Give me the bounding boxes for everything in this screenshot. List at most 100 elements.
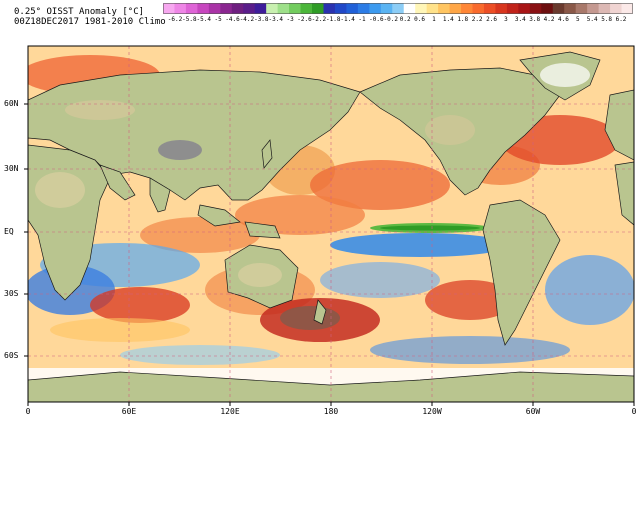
colorbar-swatch xyxy=(506,3,519,14)
longitude-label: 60W xyxy=(525,407,541,416)
map-subtitle: 00Z18DEC2017 1981-2010 Climo xyxy=(14,17,166,27)
colorbar-label: -2.2 xyxy=(311,16,327,23)
colorbar-label: -1 xyxy=(358,16,366,23)
colorbar-label: -4.6 xyxy=(225,16,240,23)
colorbar-swatch xyxy=(598,3,611,14)
longitude-label: 0 xyxy=(25,407,31,416)
colorbar-label: 3.4 xyxy=(514,16,526,23)
colorbar-swatch xyxy=(529,3,542,14)
colorbar-label: -5 xyxy=(214,16,222,23)
colorbar-swatch xyxy=(266,3,279,14)
colorbar-swatch xyxy=(449,3,462,14)
colorbar-swatch xyxy=(208,3,221,14)
latitude-label: 30S xyxy=(4,289,19,298)
terrain-shading xyxy=(35,63,590,287)
colorbar-label: -5.4 xyxy=(196,16,211,23)
europe-east-edge xyxy=(604,89,634,161)
colorbar-swatch xyxy=(174,3,187,14)
colorbar-label: -3.4 xyxy=(268,16,283,23)
colorbar-label: -2.6 xyxy=(297,16,312,23)
latitude-label: 30N xyxy=(4,164,19,173)
colorbar-label: 2.2 xyxy=(471,16,483,23)
colorbar-swatch xyxy=(438,3,451,14)
colorbar-swatch xyxy=(185,3,198,14)
latitude-label: 60S xyxy=(4,351,19,360)
colorbar-label: 0.6 xyxy=(414,16,425,23)
map-gridlines xyxy=(28,46,634,402)
colorbar-label: -3.8 xyxy=(254,16,269,23)
colorbar-swatch xyxy=(610,3,623,14)
latitude-label: 60N xyxy=(4,99,19,108)
colorbar-swatch xyxy=(380,3,393,14)
longitude-label: 60E xyxy=(121,407,137,416)
colorbar-swatch xyxy=(495,3,508,14)
colorbar-swatch xyxy=(163,3,175,14)
map-title: 0.25° OISST Anomaly [°C] xyxy=(14,7,145,17)
colorbar-swatch xyxy=(277,3,290,14)
indonesia xyxy=(197,204,241,227)
colorbar-label: 0.2 xyxy=(399,16,411,23)
arabia xyxy=(99,164,136,201)
longitude-label: 180 xyxy=(323,407,339,416)
colorbar-label: 1 xyxy=(432,16,436,23)
colorbar-swatch xyxy=(518,3,531,14)
colorbar-label: 3 xyxy=(504,16,508,23)
color-scale-labels: -6.2 -5.8 -5.4 -5 -4.6 -4.2 -3.8 -3.4 -3 -2.6 -2.2… xyxy=(163,16,633,26)
africa-east-edge xyxy=(614,161,634,226)
longitude-label: 0 xyxy=(631,407,637,416)
colorbar-label: 4.6 xyxy=(558,16,569,23)
colorbar-swatch xyxy=(403,3,416,14)
color-scale-bar xyxy=(163,3,633,14)
antarctica xyxy=(28,371,634,402)
longitude-label: 120W xyxy=(422,407,442,416)
colorbar-swatch xyxy=(541,3,554,14)
colorbar-swatch xyxy=(461,3,474,14)
colorbar-label: 5.4 xyxy=(586,16,598,23)
colorbar-label: -0.2 xyxy=(383,16,399,23)
colorbar-label: -6.2 xyxy=(167,16,183,23)
colorbar-label: -4.2 xyxy=(239,16,255,23)
colorbar-swatch xyxy=(289,3,302,14)
colorbar-swatch xyxy=(243,3,256,14)
japan xyxy=(261,139,273,169)
colorbar-label: 1.4 xyxy=(442,16,454,23)
latitude-label: EQ xyxy=(4,227,14,236)
colorbar-swatch xyxy=(415,3,428,14)
colorbar-swatch xyxy=(220,3,233,14)
longitude-label: 120E xyxy=(220,407,240,416)
colorbar-swatch xyxy=(323,3,336,14)
colorbar-swatch xyxy=(483,3,496,14)
colorbar-swatch xyxy=(621,3,633,14)
colorbar-swatch xyxy=(575,3,588,14)
colorbar-swatch xyxy=(197,3,210,14)
colorbar-swatch xyxy=(392,3,405,14)
south-america xyxy=(482,199,561,346)
colorbar-swatch xyxy=(472,3,485,14)
new-zealand xyxy=(313,299,327,325)
colorbar-swatch xyxy=(552,3,565,14)
colorbar-swatch xyxy=(300,3,313,14)
colorbar-label: -1.8 xyxy=(326,16,341,23)
colorbar-label: -3 xyxy=(286,16,294,23)
colorbar-label: 5.8 xyxy=(601,16,613,23)
colorbar-swatch xyxy=(426,3,439,14)
colorbar-swatch xyxy=(231,3,244,14)
colorbar-label: 4.2 xyxy=(543,16,555,23)
colorbar-swatch xyxy=(369,3,382,14)
colorbar-label: -5.8 xyxy=(182,16,197,23)
colorbar-swatch xyxy=(334,3,347,14)
colorbar-swatch xyxy=(346,3,359,14)
sst-anomaly-map xyxy=(24,45,635,406)
colorbar-label: 3.8 xyxy=(529,16,541,23)
colorbar-label: 5 xyxy=(576,16,580,23)
axis-ticks xyxy=(24,103,635,406)
colorbar-label: -0.6 xyxy=(369,16,384,23)
colorbar-label: 6.2 xyxy=(615,16,627,23)
colorbar-swatch xyxy=(357,3,370,14)
colorbar-swatch xyxy=(254,3,267,14)
colorbar-swatch xyxy=(587,3,600,14)
colorbar-label: 1.8 xyxy=(457,16,469,23)
colorbar-label: -1.4 xyxy=(340,16,355,23)
colorbar-swatch xyxy=(312,3,324,14)
new-guinea xyxy=(244,221,281,239)
